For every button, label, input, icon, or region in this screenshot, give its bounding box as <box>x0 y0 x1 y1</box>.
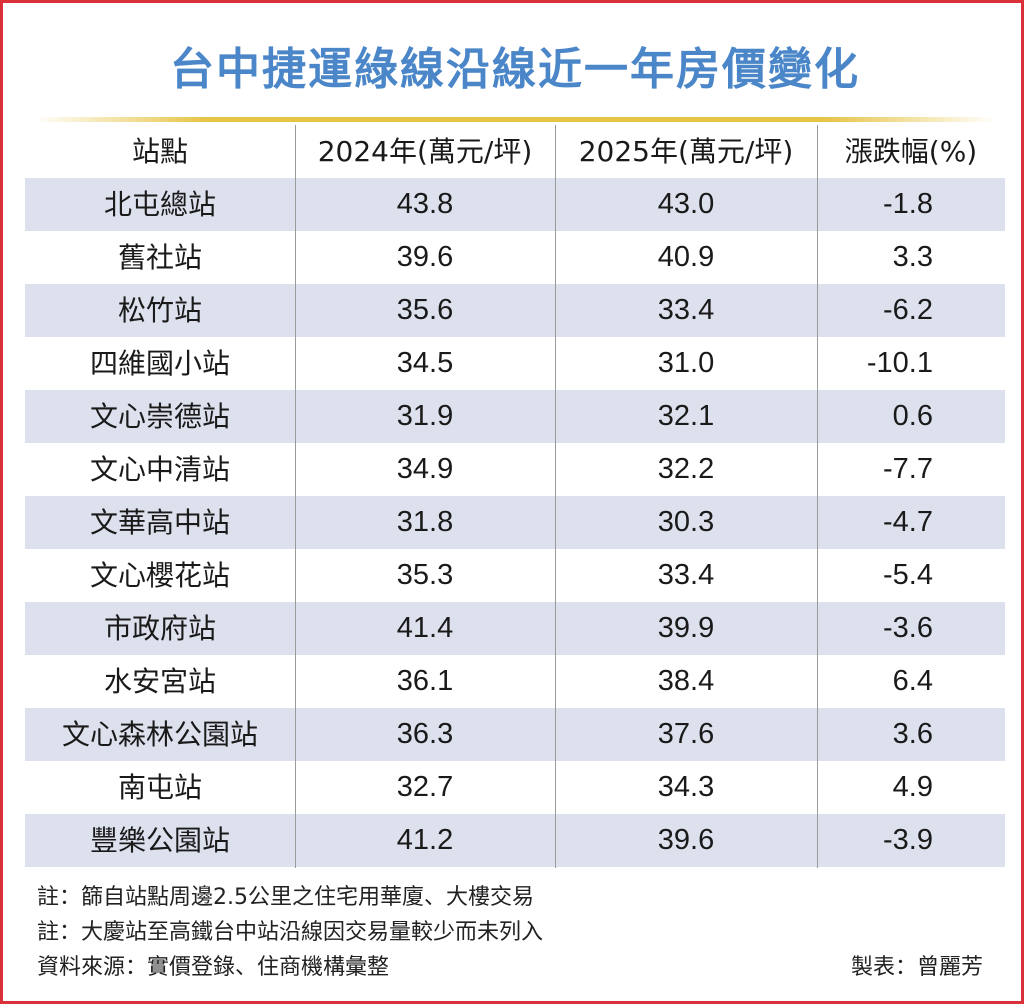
station-cell: 南屯站 <box>117 771 202 804</box>
data-source: 資料來源：實價登錄、住商機構彙整 <box>37 955 390 980</box>
table-row: 文心森林公園站 36.3 37.6 3.6 <box>25 708 1005 761</box>
table-row: 北屯總站 43.8 43.0 -1.8 <box>25 178 1005 231</box>
change-cell: -1.8 <box>883 188 933 220</box>
credit: 製表：曾麗芳 <box>850 955 983 980</box>
table-row: 豐樂公園站 41.2 39.6 -3.9 <box>25 814 1005 867</box>
price-2025-cell: 33.4 <box>657 559 715 591</box>
change-cell: 4.9 <box>892 771 933 803</box>
table-row: 松竹站 35.6 33.4 -6.2 <box>25 284 1005 337</box>
table-row: 南屯站 32.7 34.3 4.9 <box>25 761 1005 814</box>
price-2025-cell: 30.3 <box>657 506 715 538</box>
price-2025-cell: 32.2 <box>657 453 715 485</box>
change-cell: -3.9 <box>883 824 933 856</box>
table-row: 四維國小站 34.5 31.0 -10.1 <box>25 337 1005 390</box>
price-2025-cell: 31.0 <box>657 347 715 379</box>
header-2024: 2024年(萬元/坪) <box>317 135 533 168</box>
station-cell: 文心森林公園站 <box>61 718 258 751</box>
price-2024-cell: 31.8 <box>396 506 454 538</box>
price-2025-cell: 33.4 <box>657 294 715 326</box>
change-cell: -5.4 <box>883 559 933 591</box>
change-cell: -6.2 <box>883 294 933 326</box>
change-cell: -3.6 <box>883 612 933 644</box>
table-row: 文心崇德站 31.9 32.1 0.6 <box>25 390 1005 443</box>
column-divider <box>555 125 556 868</box>
table-row: 市政府站 41.4 39.9 -3.6 <box>25 602 1005 655</box>
column-divider <box>817 125 818 868</box>
table-row: 文華高中站 31.8 30.3 -4.7 <box>25 496 1005 549</box>
station-cell: 文心崇德站 <box>89 400 230 433</box>
column-divider <box>295 125 296 868</box>
price-2025-cell: 40.9 <box>657 241 715 273</box>
table-row: 文心中清站 34.9 32.2 -7.7 <box>25 443 1005 496</box>
price-2024-cell: 41.2 <box>396 824 454 856</box>
header-change: 漲跌幅(%) <box>844 135 978 168</box>
table-row: 舊社站 39.6 40.9 3.3 <box>25 231 1005 284</box>
price-2024-cell: 36.3 <box>396 718 454 750</box>
note-1: 註：篩自站點周邊2.5公里之住宅用華廈、大樓交易 <box>37 885 534 910</box>
station-cell: 水安宮站 <box>103 665 216 698</box>
price-2024-cell: 34.9 <box>396 453 454 485</box>
change-cell: 3.6 <box>892 718 933 750</box>
price-2024-cell: 36.1 <box>396 665 454 697</box>
price-2024-cell: 41.4 <box>396 612 454 644</box>
change-cell: -7.7 <box>883 453 933 485</box>
price-2024-cell: 43.8 <box>396 188 454 220</box>
chart-title: 台中捷運綠線沿線近一年房價變化 <box>170 44 860 95</box>
station-cell: 松竹站 <box>117 294 202 327</box>
price-2024-cell: 35.6 <box>396 294 454 326</box>
price-2025-cell: 43.0 <box>657 188 715 220</box>
table-row: 水安宮站 36.1 38.4 6.4 <box>25 655 1005 708</box>
price-2024-cell: 31.9 <box>396 400 454 432</box>
station-cell: 舊社站 <box>117 241 202 274</box>
table-header-row: 站點 2024年(萬元/坪) 2025年(萬元/坪) 漲跌幅(%) <box>25 125 1005 178</box>
change-cell: 3.3 <box>892 241 933 273</box>
price-2025-cell: 38.4 <box>657 665 715 697</box>
price-2024-cell: 32.7 <box>396 771 454 803</box>
price-2024-cell: 34.5 <box>396 347 454 379</box>
station-cell: 文心中清站 <box>89 453 230 486</box>
station-cell: 豐樂公園站 <box>89 824 230 857</box>
change-cell: -4.7 <box>883 506 933 538</box>
change-cell: 0.6 <box>892 400 933 432</box>
price-2025-cell: 37.6 <box>657 718 715 750</box>
change-cell: -10.1 <box>866 347 933 379</box>
price-2024-cell: 39.6 <box>396 241 454 273</box>
header-2025: 2025年(萬元/坪) <box>578 135 794 168</box>
table-row: 文心櫻花站 35.3 33.4 -5.4 <box>25 549 1005 602</box>
station-cell: 北屯總站 <box>103 188 216 221</box>
station-cell: 文華高中站 <box>89 506 230 539</box>
station-cell: 四維國小站 <box>89 347 230 380</box>
title-underline <box>33 117 997 122</box>
header-station: 站點 <box>131 135 188 168</box>
price-2024-cell: 35.3 <box>396 559 454 591</box>
price-2025-cell: 32.1 <box>657 400 715 432</box>
price-2025-cell: 39.9 <box>657 612 715 644</box>
station-cell: 市政府站 <box>103 612 216 645</box>
note-2: 註：大慶站至高鐵台中站沿線因交易量較少而未列入 <box>37 920 544 945</box>
station-cell: 文心櫻花站 <box>89 559 230 592</box>
price-2025-cell: 39.6 <box>657 824 715 856</box>
change-cell: 6.4 <box>892 665 933 697</box>
price-2025-cell: 34.3 <box>657 771 715 803</box>
